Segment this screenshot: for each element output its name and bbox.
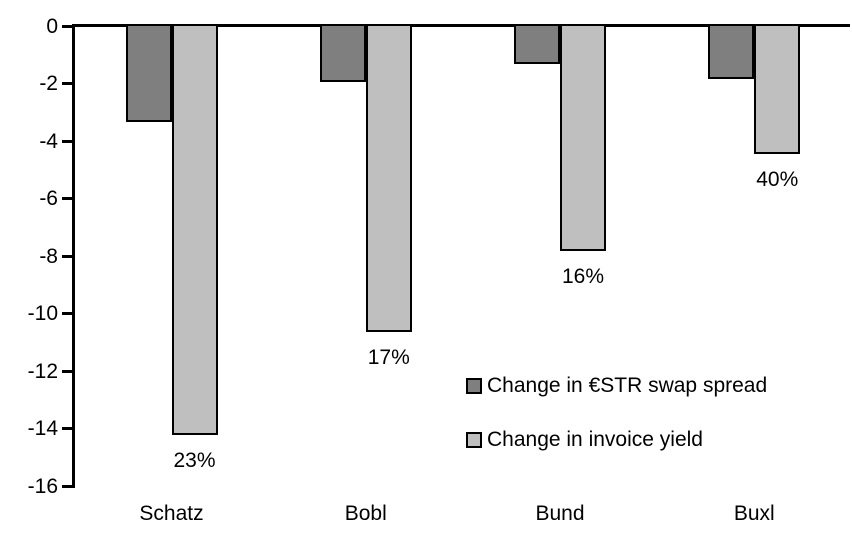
bar-invoice-yield-schatz <box>171 24 218 436</box>
y-axis-tick-label: -6 <box>39 187 58 210</box>
y-axis-tick <box>62 24 72 28</box>
y-axis-tick-label: 0 <box>46 14 58 38</box>
data-label-bobl: 17% <box>367 345 410 369</box>
x-axis-label-bund: Bund <box>535 502 585 525</box>
legend-item-invoice-yield: Change in invoice yield <box>466 429 703 450</box>
bar-swap-spread-schatz <box>125 24 172 122</box>
y-axis-tick <box>62 312 72 315</box>
y-axis-tick <box>62 254 72 258</box>
y-axis-tick <box>62 197 72 200</box>
bar-swap-spread-bobl <box>319 24 366 82</box>
y-axis-tick <box>62 369 72 373</box>
data-label-buxl: 40% <box>756 167 799 191</box>
y-axis-tick-label: -14 <box>27 417 58 440</box>
y-axis-line <box>72 24 75 488</box>
bar-invoice-yield-buxl <box>754 24 801 154</box>
x-axis-label-buxl: Buxl <box>733 502 775 525</box>
y-axis-tick-label: -12 <box>27 359 58 383</box>
y-axis-tick <box>62 427 72 430</box>
bar-swap-spread-buxl <box>708 24 755 79</box>
y-axis-tick <box>62 484 72 488</box>
x-axis-label-bobl: Bobl <box>344 502 387 525</box>
bar-swap-spread-bund <box>514 24 560 65</box>
legend-item-swap-spread: Change in €STR swap spread <box>466 375 767 396</box>
bar-invoice-yield-bund <box>560 24 606 252</box>
y-axis-tick-label: -10 <box>27 302 58 325</box>
data-label-bund: 16% <box>561 265 605 289</box>
legend-swatch-swap-spread <box>466 377 482 394</box>
legend-label: Change in €STR swap spread <box>487 374 768 397</box>
y-axis-tick <box>62 139 72 143</box>
zero-axis-line <box>72 24 850 27</box>
x-axis-label-schatz: Schatz <box>139 502 204 525</box>
data-label-schatz: 23% <box>173 449 216 473</box>
bar-invoice-yield-bobl <box>365 24 412 332</box>
legend-label: Change in invoice yield <box>487 428 703 451</box>
y-axis-tick-label: -16 <box>27 474 58 498</box>
y-axis-tick-label: -2 <box>39 72 58 95</box>
y-axis-tick-label: -8 <box>39 244 58 268</box>
y-axis-tick-label: -4 <box>39 129 58 153</box>
legend-swatch-invoice-yield <box>466 431 482 448</box>
y-axis-tick <box>62 82 72 85</box>
